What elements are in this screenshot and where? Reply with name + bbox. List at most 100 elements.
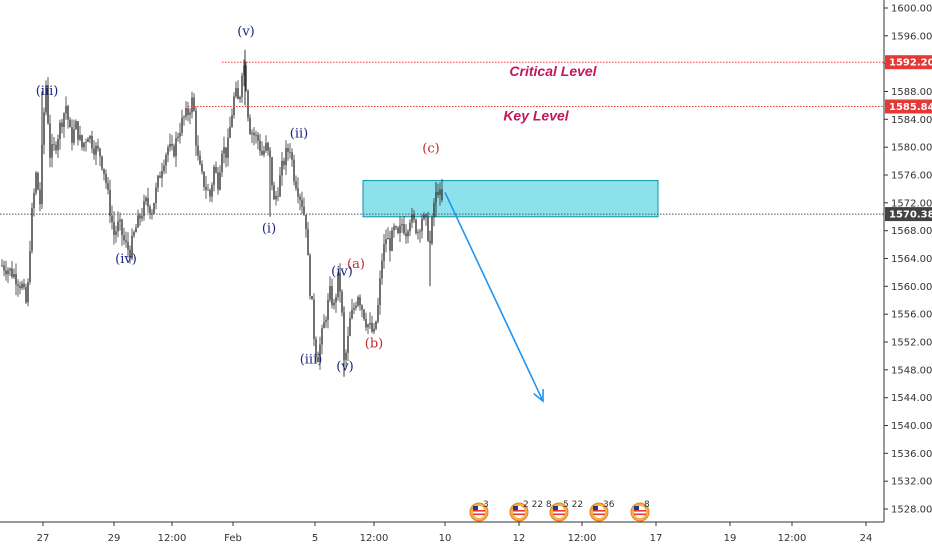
candle bbox=[171, 135, 173, 151]
candle bbox=[147, 187, 149, 213]
candle bbox=[255, 130, 257, 144]
economic-event-badge[interactable]: 5 22 bbox=[549, 500, 583, 522]
candle bbox=[15, 263, 17, 296]
candle bbox=[307, 222, 309, 256]
candle bbox=[85, 138, 87, 152]
candle bbox=[163, 159, 165, 175]
candle bbox=[83, 142, 85, 152]
candle bbox=[27, 278, 29, 307]
economic-event-badge[interactable]: 36 bbox=[589, 500, 615, 522]
candle bbox=[155, 182, 157, 210]
time-axis[interactable]: 27 29 12:00 Feb 5 12:00 10 12 12:00 17 19 12:00 24 bbox=[0, 521, 884, 544]
candle bbox=[349, 311, 351, 337]
candle bbox=[259, 133, 261, 156]
candle bbox=[67, 104, 69, 129]
candle bbox=[273, 181, 275, 200]
candle bbox=[53, 137, 55, 151]
candle bbox=[95, 142, 97, 165]
candle bbox=[329, 276, 331, 303]
price-axis[interactable]: 1600.0001596.0001592.0001588.0001584.000… bbox=[883, 0, 932, 522]
candle bbox=[159, 171, 161, 179]
candle bbox=[427, 211, 429, 242]
candle bbox=[35, 171, 37, 196]
candle bbox=[191, 91, 193, 119]
price-tag: 1592.204 bbox=[885, 55, 932, 70]
price-tick-label: 1556.000 bbox=[891, 310, 932, 321]
candle bbox=[297, 177, 299, 204]
economic-event-badge[interactable]: 2 22 8 bbox=[509, 500, 552, 522]
candle bbox=[223, 136, 225, 164]
time-tick-label: 10 bbox=[439, 533, 452, 544]
candle bbox=[331, 278, 333, 309]
candle bbox=[391, 227, 393, 252]
candle bbox=[127, 232, 129, 258]
candle bbox=[265, 135, 267, 153]
time-tick-label: 12:00 bbox=[158, 533, 187, 544]
candle bbox=[249, 114, 251, 136]
candle bbox=[105, 169, 107, 189]
economic-event-badge[interactable]: 3 bbox=[469, 500, 489, 522]
candle bbox=[281, 152, 283, 186]
candle bbox=[289, 143, 291, 159]
candle bbox=[29, 240, 31, 285]
candle bbox=[141, 208, 143, 222]
candle bbox=[5, 260, 7, 281]
candle bbox=[267, 141, 269, 156]
projection-arrow-line[interactable] bbox=[444, 192, 544, 402]
candle bbox=[13, 268, 15, 279]
candle bbox=[431, 215, 433, 246]
price-tick-label: 1536.000 bbox=[891, 449, 932, 460]
candle bbox=[323, 314, 325, 329]
candle bbox=[25, 283, 27, 304]
candle bbox=[121, 218, 123, 246]
price-tick-label: 1588.000 bbox=[891, 87, 932, 98]
candle bbox=[221, 150, 223, 177]
projection-arrow-head bbox=[533, 389, 544, 403]
candle bbox=[149, 204, 151, 220]
candle bbox=[17, 279, 19, 297]
candle bbox=[209, 188, 211, 202]
price-tick-label: 1528.000 bbox=[891, 505, 932, 516]
candle bbox=[135, 224, 137, 233]
candle bbox=[287, 143, 289, 161]
wave-label: (i) bbox=[262, 222, 276, 237]
candle bbox=[423, 212, 425, 221]
candle bbox=[215, 161, 217, 174]
candle bbox=[1, 259, 3, 267]
price-tag: 1585.845 bbox=[885, 99, 932, 114]
resistance-zone-layer bbox=[362, 180, 659, 218]
candle bbox=[293, 154, 295, 186]
candle bbox=[337, 272, 339, 301]
candle bbox=[319, 336, 321, 370]
wave-label: (v) bbox=[237, 25, 255, 40]
economic-events-layer[interactable]: 3 2 22 8 5 22 36 8 bbox=[469, 500, 650, 522]
candle bbox=[439, 182, 441, 206]
time-tick-label: 5 bbox=[312, 533, 318, 544]
candle bbox=[9, 267, 11, 276]
price-tag: 1570.384 bbox=[885, 207, 932, 222]
candle bbox=[125, 231, 127, 248]
candle bbox=[77, 121, 79, 146]
level-lines-layer: Critical Level Key Level bbox=[0, 61, 884, 215]
candle bbox=[49, 114, 51, 168]
economic-event-badge[interactable]: 8 bbox=[630, 500, 650, 522]
candle bbox=[303, 197, 305, 216]
candle bbox=[117, 211, 119, 238]
candle bbox=[275, 191, 277, 206]
candle bbox=[235, 81, 237, 99]
candlestick-series bbox=[1, 49, 443, 377]
candle bbox=[233, 92, 235, 119]
candle bbox=[79, 125, 81, 142]
candle bbox=[19, 281, 21, 295]
time-tick-label: 12 bbox=[513, 533, 526, 544]
resistance-zone[interactable] bbox=[362, 180, 659, 218]
candle bbox=[327, 293, 329, 329]
candle bbox=[257, 132, 259, 150]
candle bbox=[183, 115, 185, 126]
candle bbox=[11, 261, 13, 279]
candle bbox=[351, 298, 353, 320]
candle bbox=[51, 133, 53, 168]
candle bbox=[177, 132, 179, 142]
candle bbox=[433, 198, 435, 227]
